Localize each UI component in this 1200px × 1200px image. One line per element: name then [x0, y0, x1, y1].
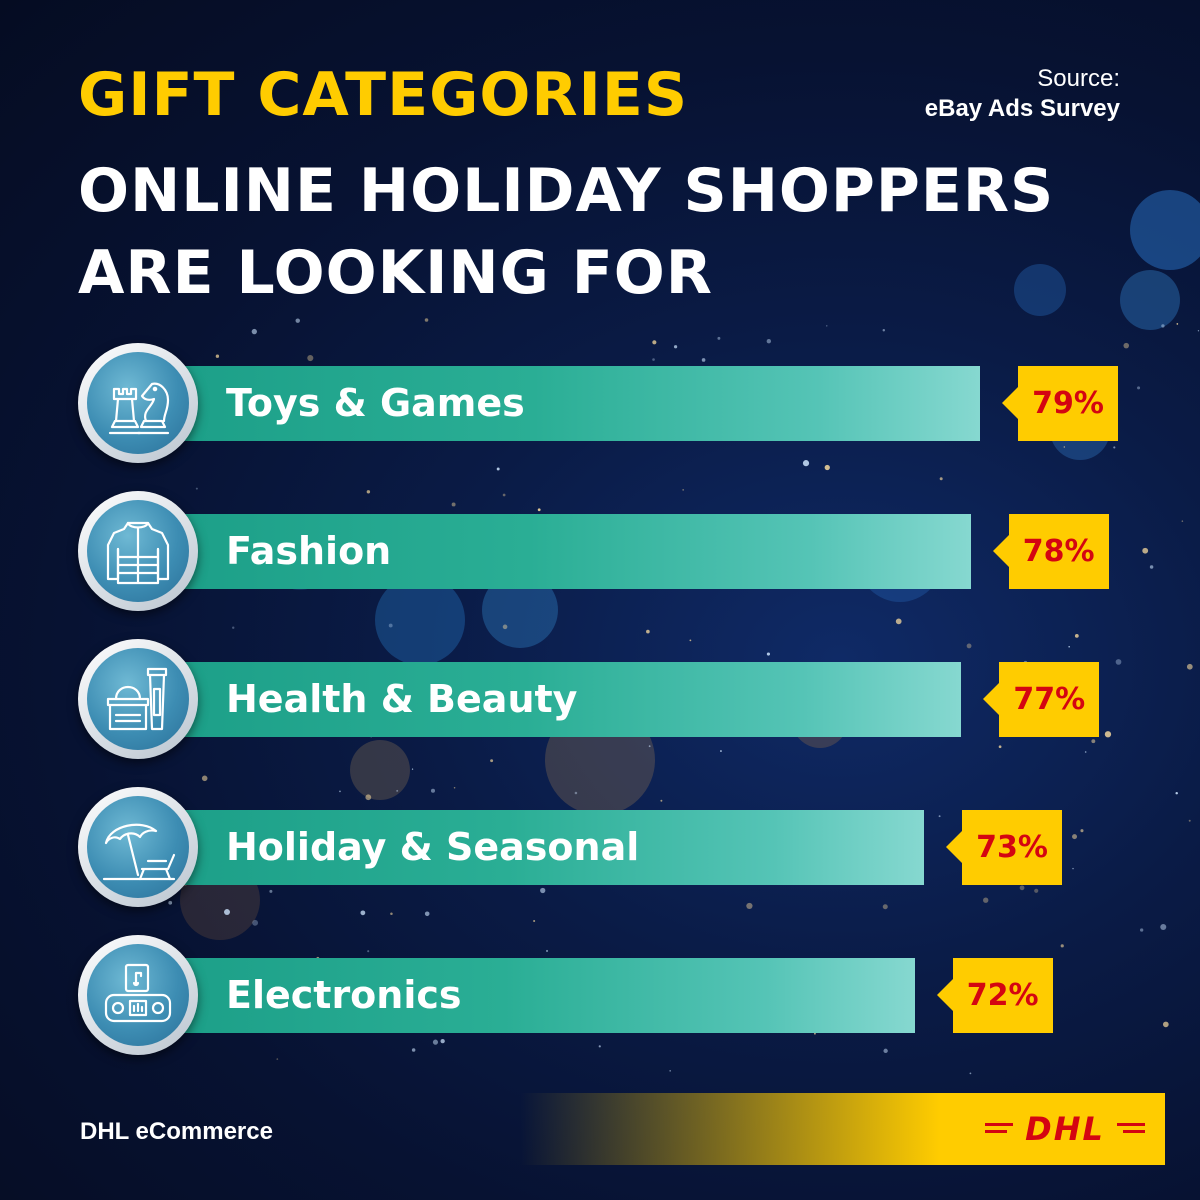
bar: [168, 514, 971, 589]
bar: [168, 366, 980, 441]
bar: [168, 958, 915, 1033]
bar: [168, 810, 924, 885]
dhl-logo-text: DHL: [1025, 1110, 1105, 1148]
bar: [168, 662, 962, 737]
value-callout: 79%: [1002, 366, 1118, 441]
cosmetics-icon: [87, 648, 189, 750]
category-label: Health & Beauty: [226, 677, 578, 721]
source-name: eBay Ads Survey: [924, 95, 1120, 122]
value-label: 78%: [1022, 534, 1095, 569]
chart-row: Holiday & Seasonal 73%: [78, 787, 1178, 907]
value-label: 72%: [966, 978, 1039, 1013]
icon-badge: [78, 787, 198, 907]
category-label: Electronics: [226, 973, 462, 1017]
value-callout: 73%: [946, 810, 1062, 885]
icon-badge: [78, 639, 198, 759]
logo-stripe: [1123, 1130, 1145, 1133]
value-label: 77%: [1013, 682, 1086, 717]
icon-badge: [78, 491, 198, 611]
category-label: Fashion: [226, 529, 392, 573]
source-label: Source:: [1037, 65, 1120, 92]
value-label: 73%: [976, 830, 1048, 865]
category-label: Toys & Games: [226, 381, 525, 425]
chess-icon: [87, 352, 189, 454]
logo-stripe: [985, 1123, 1013, 1126]
value-callout: 78%: [992, 514, 1109, 589]
logo-stripe: [1117, 1123, 1145, 1126]
value-callout: 72%: [936, 958, 1053, 1033]
value-label: 79%: [1032, 386, 1104, 421]
value-callout: 77%: [983, 662, 1100, 737]
footer-band: DHL: [520, 1093, 1165, 1165]
title-line-2: ONLINE HOLIDAY SHOPPERS ARE LOOKING FOR: [78, 156, 1055, 308]
title-line-1: GIFT CATEGORIES: [78, 60, 689, 130]
beach-umbrella-icon: [87, 796, 189, 898]
chart-row: Fashion 78%: [78, 491, 1178, 611]
source-note: Source: eBay Ads Survey: [925, 64, 1120, 124]
brand-label: DHL eCommerce: [80, 1118, 273, 1145]
logo-stripe: [985, 1130, 1007, 1133]
category-label: Holiday & Seasonal: [226, 825, 640, 869]
radio-icon: [87, 944, 189, 1046]
jacket-icon: [87, 500, 189, 602]
chart-row: Health & Beauty 77%: [78, 639, 1178, 759]
dhl-logo: DHL: [985, 1111, 1145, 1147]
chart-row: Electronics 72%: [78, 935, 1178, 1055]
chart-row: Toys & Games 79%: [78, 343, 1178, 463]
icon-badge: [78, 343, 198, 463]
icon-badge: [78, 935, 198, 1055]
